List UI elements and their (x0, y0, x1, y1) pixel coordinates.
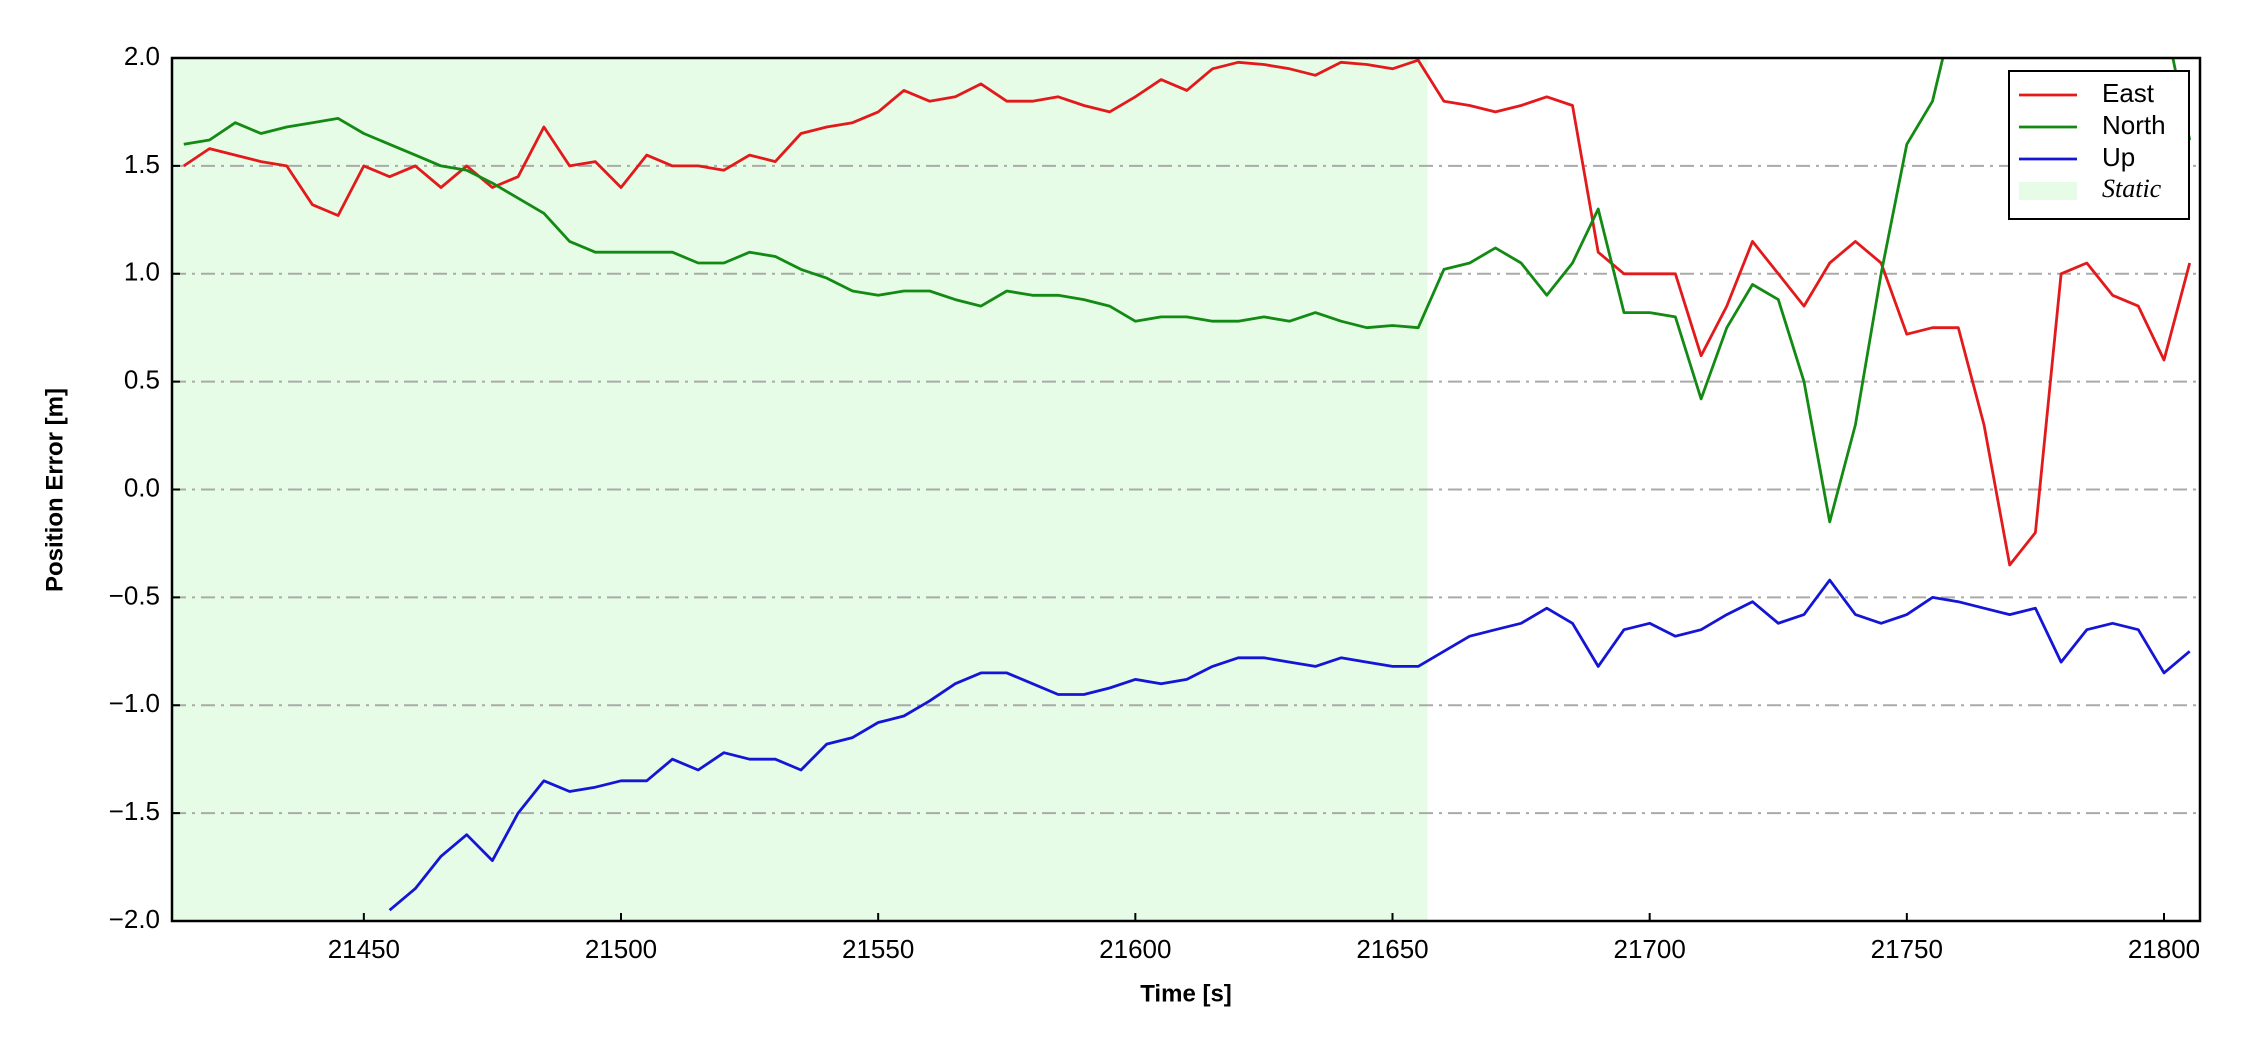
x-tick-label: 21550 (842, 934, 914, 964)
x-tick-label: 21650 (1356, 934, 1428, 964)
y-tick-label: 2.0 (124, 41, 160, 71)
y-tick-label: 0.5 (124, 365, 160, 395)
y-tick-label: −2.0 (109, 904, 160, 934)
y-axis-label: Position Error [m] (41, 388, 68, 592)
x-tick-label: 21450 (328, 934, 400, 964)
x-tick-label: 21700 (1614, 934, 1686, 964)
y-tick-label: −1.5 (109, 796, 160, 826)
static-region (172, 58, 1428, 921)
plot-area (172, 58, 2200, 921)
x-tick-label: 21500 (585, 934, 657, 964)
legend-swatch (2019, 182, 2077, 200)
x-tick-label: 21600 (1099, 934, 1171, 964)
legend-label: North (2102, 110, 2166, 140)
y-tick-label: 1.0 (124, 257, 160, 287)
x-axis-label: Time [s] (1140, 980, 1232, 1007)
legend-label: East (2102, 78, 2155, 108)
x-tick-label: 21800 (2128, 934, 2200, 964)
y-tick-label: 1.5 (124, 149, 160, 179)
legend-label: Static (2102, 174, 2162, 203)
y-tick-label: −0.5 (109, 580, 160, 610)
plot-frame (170, 56, 2202, 923)
series-line (183, 58, 2192, 567)
series-line (388, 578, 2191, 912)
legend-label: Up (2102, 142, 2135, 172)
x-tick-label: 21750 (1871, 934, 1943, 964)
y-tick-label: 0.0 (124, 472, 160, 502)
y-tick-label: −1.0 (109, 688, 160, 718)
